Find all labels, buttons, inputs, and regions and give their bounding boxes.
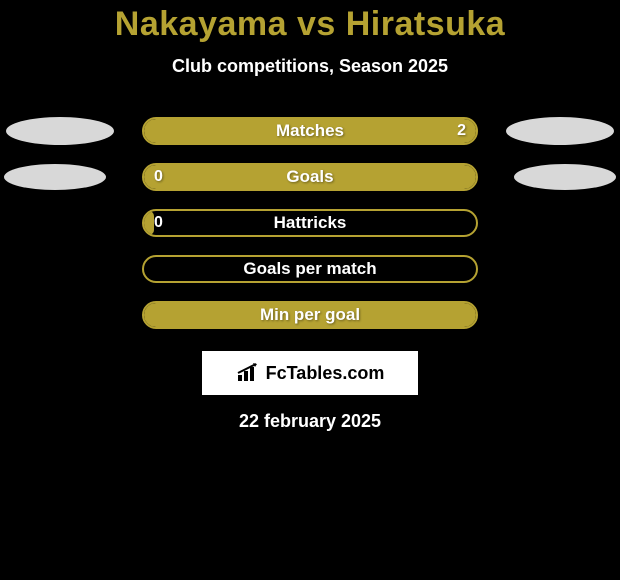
subtitle: Club competitions, Season 2025 — [0, 56, 620, 77]
stat-value-left: 0 — [154, 168, 163, 186]
stat-bar-gpm: Goals per match — [142, 255, 478, 283]
stat-row-matches: Matches 2 — [0, 117, 620, 145]
date-label: 22 february 2025 — [0, 411, 620, 432]
chart-icon — [236, 363, 262, 383]
player-marker-right — [514, 164, 616, 190]
stat-bar-mpg: Min per goal — [142, 301, 478, 329]
stat-bar-goals: 0 Goals — [142, 163, 478, 191]
stat-bar-hattricks: 0 Hattricks — [142, 209, 478, 237]
stat-label: Goals — [286, 167, 333, 187]
stat-label: Hattricks — [274, 213, 347, 233]
stat-label: Matches — [276, 121, 344, 141]
stat-value-left: 0 — [154, 214, 163, 232]
logo-text: FcTables.com — [236, 363, 385, 384]
stat-row-hattricks: 0 Hattricks — [0, 209, 620, 237]
stat-label: Goals per match — [243, 259, 376, 279]
stat-row-gpm: Goals per match — [0, 255, 620, 283]
stat-row-goals: 0 Goals — [0, 163, 620, 191]
player-marker-right — [506, 117, 614, 145]
player-marker-left — [6, 117, 114, 145]
page-title: Nakayama vs Hiratsuka — [0, 5, 620, 44]
stat-bar-matches: Matches 2 — [142, 117, 478, 145]
bar-fill — [144, 211, 154, 235]
logo-label: FcTables.com — [266, 363, 385, 384]
stat-value-right: 2 — [457, 122, 466, 140]
stat-row-mpg: Min per goal — [0, 301, 620, 329]
stat-label: Min per goal — [260, 305, 360, 325]
logo-box: FcTables.com — [202, 351, 418, 395]
comparison-infographic: Nakayama vs Hiratsuka Club competitions,… — [0, 0, 620, 432]
player-marker-left — [4, 164, 106, 190]
